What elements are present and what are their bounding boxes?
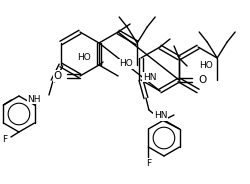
Text: HO: HO (119, 59, 133, 68)
Text: F: F (2, 135, 7, 144)
Text: O: O (198, 75, 206, 85)
Text: HN: HN (154, 112, 168, 121)
Text: NH: NH (28, 95, 41, 103)
Text: O: O (54, 71, 62, 81)
Text: F: F (146, 158, 151, 167)
Text: HO: HO (77, 52, 91, 61)
Text: HN: HN (143, 72, 156, 82)
Text: HO: HO (199, 61, 213, 70)
